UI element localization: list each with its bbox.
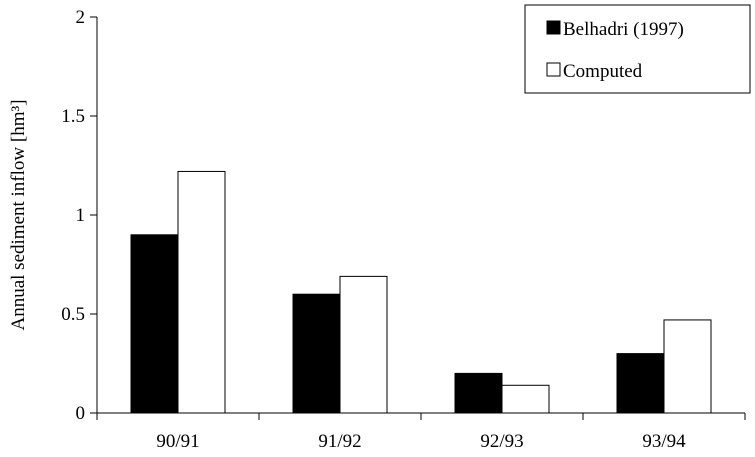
bar-belhadri-1997-92-93 <box>454 372 503 414</box>
y-tick-label-1-5: 1.5 <box>61 106 85 127</box>
legend-label-belhadri: Belhadri (1997) <box>563 19 684 40</box>
y-tick-label-1: 1 <box>76 205 86 226</box>
bar-computed-90-91 <box>177 170 226 414</box>
x-tick-label-93-94: 93/94 <box>642 431 686 452</box>
legend-label-computed: Computed <box>563 61 643 82</box>
legend-swatch-computed <box>546 62 561 77</box>
legend-swatch-belhadri <box>546 20 561 35</box>
axes-layer: 90/91 91/92 92/93 93/94 0 0.5 1 1.5 2 <box>61 7 746 452</box>
y-axis-title: Annual sediment inflow [hm³] <box>8 99 29 330</box>
y-tick-label-0-5: 0.5 <box>61 304 85 325</box>
y-tick-label-0: 0 <box>76 403 86 424</box>
x-tick-label-92-93: 92/93 <box>480 431 523 452</box>
bars-layer <box>130 170 712 414</box>
bar-computed-93-94 <box>663 319 712 414</box>
bar-belhadri-1997-93-94 <box>616 353 665 414</box>
x-tick-label-90-91: 90/91 <box>156 431 199 452</box>
bar-belhadri-1997-91-92 <box>292 293 341 414</box>
bar-computed-91-92 <box>339 275 388 414</box>
x-tick-label-91-92: 91/92 <box>318 431 361 452</box>
bar-belhadri-1997-90-91 <box>130 234 179 414</box>
y-tick-label-2: 2 <box>76 7 86 28</box>
legend: Belhadri (1997) Computed <box>524 4 751 94</box>
bar-computed-92-93 <box>501 384 550 414</box>
legend-frame <box>524 4 751 94</box>
